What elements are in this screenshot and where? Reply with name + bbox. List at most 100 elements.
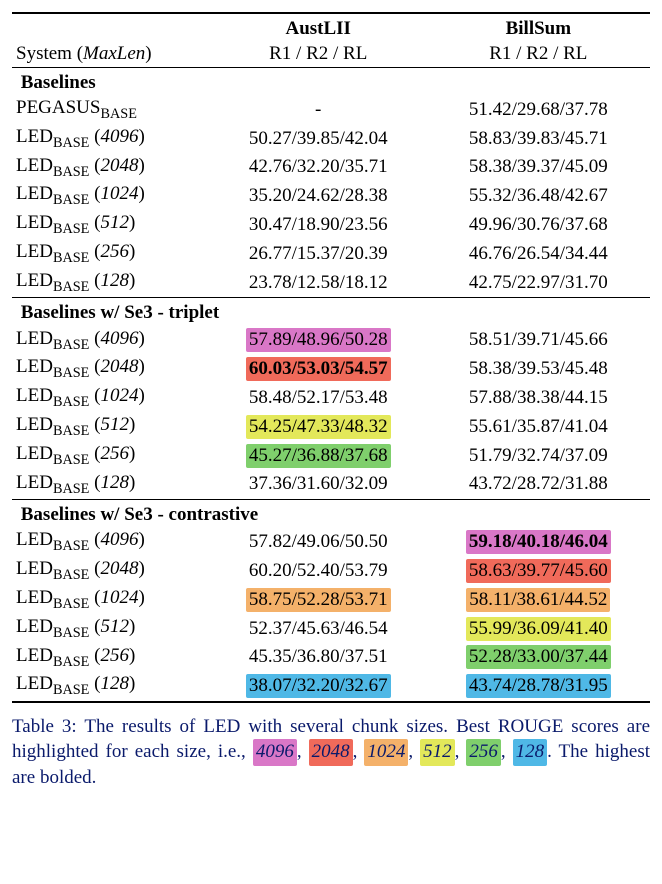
system-cell: LEDBASE (128): [12, 672, 210, 702]
cell-value: 51.79/32.74/37.09: [469, 445, 608, 466]
cell-value: 58.11/38.61/44.52: [466, 588, 610, 612]
billsum-cell: 42.75/22.97/31.70: [427, 268, 650, 297]
austlii-cell: 54.25/47.33/48.32: [210, 412, 427, 441]
col-austlii: AustLII: [210, 13, 427, 42]
billsum-cell: 58.38/39.37/45.09: [427, 153, 650, 182]
cell-value: 55.32/36.48/42.67: [469, 185, 608, 206]
cell-value: 43.74/28.78/31.95: [466, 674, 611, 698]
cell-value: 37.36/31.60/32.09: [249, 473, 388, 494]
cell-value: 51.42/29.68/37.78: [469, 99, 608, 120]
billsum-cell: 49.96/30.76/37.68: [427, 211, 650, 240]
billsum-cell: 51.42/29.68/37.78: [427, 96, 650, 125]
system-cell: LEDBASE (4096): [12, 124, 210, 153]
billsum-cell: 58.63/39.77/45.60: [427, 557, 650, 586]
cell-value: 45.27/36.88/37.68: [246, 444, 391, 468]
cell-value: 57.88/38.38/44.15: [469, 387, 608, 408]
system-cell: LEDBASE (256): [12, 441, 210, 470]
austlii-cell: -: [210, 96, 427, 125]
system-cell: LEDBASE (4096): [12, 528, 210, 557]
billsum-cell: 55.32/36.48/42.67: [427, 182, 650, 211]
cell-value: 58.38/39.53/45.48: [469, 358, 608, 379]
system-cell: LEDBASE (256): [12, 239, 210, 268]
austlii-cell: 52.37/45.63/46.54: [210, 614, 427, 643]
cell-value: 26.77/15.37/20.39: [249, 243, 388, 264]
metrics-header: R1 / R2 / RL: [210, 42, 427, 68]
results-table: AustLIIBillSumSystem (MaxLen)R1 / R2 / R…: [12, 12, 650, 703]
cell-value: 45.35/36.80/37.51: [249, 646, 388, 667]
cell-value: 42.75/22.97/31.70: [469, 272, 608, 293]
cell-value: 55.61/35.87/41.04: [469, 416, 608, 437]
system-cell: LEDBASE (128): [12, 268, 210, 297]
cell-value: 42.76/32.20/35.71: [249, 156, 388, 177]
austlii-cell: 35.20/24.62/28.38: [210, 182, 427, 211]
section-title: Baselines w/ Se3 - triplet: [12, 298, 650, 327]
system-cell: LEDBASE (2048): [12, 355, 210, 384]
billsum-cell: 58.51/39.71/45.66: [427, 326, 650, 355]
cell-value: 50.27/39.85/42.04: [249, 128, 388, 149]
cell-value: 57.89/48.96/50.28: [246, 328, 391, 352]
austlii-cell: 57.89/48.96/50.28: [210, 326, 427, 355]
cell-value: 58.63/39.77/45.60: [466, 559, 611, 583]
austlii-cell: 45.35/36.80/37.51: [210, 643, 427, 672]
cell-value: 58.83/39.83/45.71: [469, 128, 608, 149]
cell-value: 46.76/26.54/34.44: [469, 243, 608, 264]
cell-value: 43.72/28.72/31.88: [469, 473, 608, 494]
cell-value: 38.07/32.20/32.67: [246, 674, 391, 698]
system-cell: LEDBASE (256): [12, 643, 210, 672]
metrics-header: R1 / R2 / RL: [427, 42, 650, 68]
billsum-cell: 58.11/38.61/44.52: [427, 585, 650, 614]
austlii-cell: 26.77/15.37/20.39: [210, 239, 427, 268]
cell-value: 57.82/49.06/50.50: [249, 531, 388, 552]
billsum-cell: 59.18/40.18/46.04: [427, 528, 650, 557]
billsum-cell: 46.76/26.54/34.44: [427, 239, 650, 268]
system-cell: PEGASUSBASE: [12, 96, 210, 125]
billsum-cell: 52.28/33.00/37.44: [427, 643, 650, 672]
system-header: System (MaxLen): [12, 42, 210, 68]
billsum-cell: 55.99/36.09/41.40: [427, 614, 650, 643]
cell-value: 23.78/12.58/18.12: [249, 272, 388, 293]
table-caption: Table 3: The results of LED with several…: [12, 715, 650, 791]
cell-value: 58.38/39.37/45.09: [469, 156, 608, 177]
cell-value: 60.03/53.03/54.57: [246, 357, 391, 381]
cell-value: 52.37/45.63/46.54: [249, 618, 388, 639]
austlii-cell: 60.03/53.03/54.57: [210, 355, 427, 384]
austlii-cell: 42.76/32.20/35.71: [210, 153, 427, 182]
cell-value: 54.25/47.33/48.32: [246, 415, 391, 439]
legend-tag: 128: [513, 739, 548, 766]
cell-value: 49.96/30.76/37.68: [469, 214, 608, 235]
section-title: Baselines w/ Se3 - contrastive: [12, 499, 650, 528]
billsum-cell: 58.38/39.53/45.48: [427, 355, 650, 384]
system-cell: LEDBASE (512): [12, 614, 210, 643]
col-billsum: BillSum: [427, 13, 650, 42]
cell-value: -: [315, 99, 321, 120]
cell-value: 58.75/52.28/53.71: [246, 588, 391, 612]
system-cell: LEDBASE (2048): [12, 557, 210, 586]
cell-value: 30.47/18.90/23.56: [249, 214, 388, 235]
system-cell: LEDBASE (512): [12, 211, 210, 240]
legend-tag: 2048: [309, 739, 353, 766]
austlii-cell: 30.47/18.90/23.56: [210, 211, 427, 240]
billsum-cell: 58.83/39.83/45.71: [427, 124, 650, 153]
system-cell: LEDBASE (128): [12, 470, 210, 499]
cell-value: 60.20/52.40/53.79: [249, 560, 388, 581]
legend-tag: 256: [466, 739, 501, 766]
billsum-cell: 57.88/38.38/44.15: [427, 384, 650, 413]
legend-tag: 512: [420, 739, 455, 766]
system-cell: LEDBASE (1024): [12, 384, 210, 413]
austlii-cell: 58.75/52.28/53.71: [210, 585, 427, 614]
cell-value: 52.28/33.00/37.44: [466, 645, 611, 669]
cell-value: 35.20/24.62/28.38: [249, 185, 388, 206]
cell-value: 58.48/52.17/53.48: [249, 387, 388, 408]
system-cell: LEDBASE (2048): [12, 153, 210, 182]
austlii-cell: 37.36/31.60/32.09: [210, 470, 427, 499]
austlii-cell: 57.82/49.06/50.50: [210, 528, 427, 557]
billsum-cell: 51.79/32.74/37.09: [427, 441, 650, 470]
system-cell: LEDBASE (1024): [12, 585, 210, 614]
billsum-cell: 43.74/28.78/31.95: [427, 672, 650, 702]
austlii-cell: 50.27/39.85/42.04: [210, 124, 427, 153]
system-cell: LEDBASE (512): [12, 412, 210, 441]
section-title: Baselines: [12, 67, 650, 96]
cell-value: 58.51/39.71/45.66: [469, 329, 608, 350]
cell-value: 59.18/40.18/46.04: [466, 530, 611, 554]
austlii-cell: 58.48/52.17/53.48: [210, 384, 427, 413]
